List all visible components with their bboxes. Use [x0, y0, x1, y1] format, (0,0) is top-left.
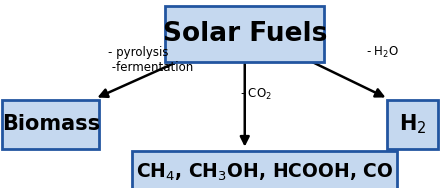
- FancyBboxPatch shape: [165, 6, 324, 62]
- Text: - CO$_2$: - CO$_2$: [240, 86, 273, 102]
- Text: H$_2$: H$_2$: [399, 112, 426, 136]
- Text: - H$_2$O: - H$_2$O: [366, 45, 399, 60]
- Text: Biomass: Biomass: [2, 114, 100, 134]
- Text: Solar Fuels: Solar Fuels: [163, 21, 327, 47]
- Text: - pyrolysis
 -fermentation: - pyrolysis -fermentation: [108, 46, 193, 74]
- Text: CH$_4$, CH$_3$OH, HCOOH, CO: CH$_4$, CH$_3$OH, HCOOH, CO: [136, 161, 393, 183]
- FancyBboxPatch shape: [2, 100, 99, 149]
- FancyBboxPatch shape: [387, 100, 437, 149]
- FancyBboxPatch shape: [132, 151, 397, 188]
